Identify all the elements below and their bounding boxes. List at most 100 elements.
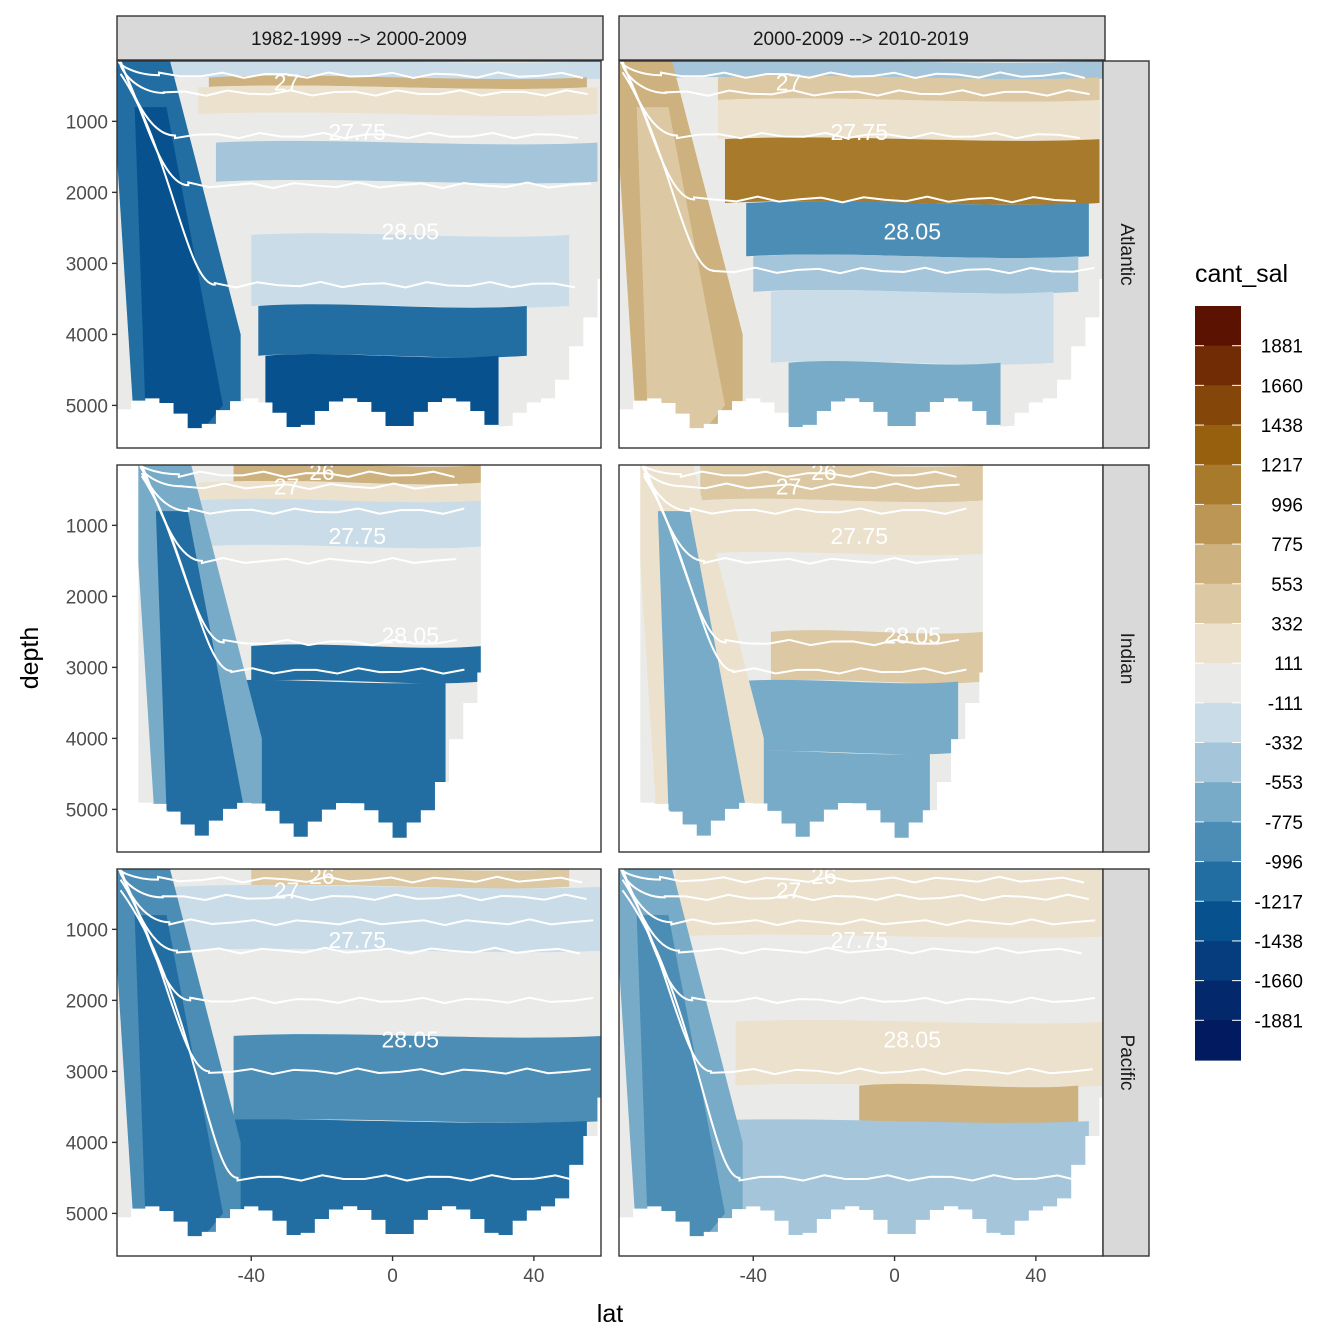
southern-ocean-band-inner — [636, 107, 725, 448]
contour-band — [700, 1119, 1089, 1251]
seafloor-mask — [619, 1097, 1103, 1256]
y-axis-title: depth — [16, 627, 44, 690]
legend-color-swatch — [1195, 623, 1241, 664]
land-mask-south — [619, 465, 641, 852]
southern-ocean-band-inner — [155, 511, 245, 852]
legend-color-swatch — [1195, 504, 1241, 545]
legend-label: -1438 — [1254, 932, 1303, 953]
seafloor-mask — [619, 278, 1103, 448]
contour-band — [700, 934, 1103, 1024]
axes-layer: 1000200030004000500010002000300040005000… — [16, 112, 1046, 1328]
isopycnal-line — [621, 869, 1089, 902]
isopycnal-line — [119, 73, 576, 289]
legend-label: 1438 — [1261, 416, 1303, 437]
legend-color-swatch — [1195, 742, 1241, 783]
contour-field — [619, 61, 1103, 448]
x-tick-label: -40 — [740, 1266, 767, 1287]
y-tick-label: 4000 — [66, 1133, 108, 1154]
contour-field — [117, 465, 601, 852]
contour-band — [675, 869, 1103, 939]
panel-atlantic-2: 27 27.75 28.05 — [618, 60, 1104, 449]
x-tick-label: 40 — [523, 1266, 544, 1287]
y-tick-label: 2000 — [66, 183, 108, 204]
contour-label: 26 — [309, 863, 335, 889]
row-strip — [1102, 60, 1150, 449]
isopycnal-line — [621, 61, 1090, 97]
row-strip — [1102, 868, 1150, 1257]
legend-color-swatch — [1195, 663, 1241, 704]
contour-band — [746, 201, 1089, 259]
isopycnal-line — [619, 61, 1086, 79]
legend-color-swatch — [1195, 306, 1241, 347]
isopycnal-lines — [117, 869, 594, 1182]
column-strip — [116, 15, 604, 61]
isopycnal-line — [117, 869, 583, 884]
isopycnal-lines — [619, 869, 1096, 1182]
contour-label: 28.05 — [883, 218, 941, 244]
contour-label: 27 — [274, 877, 300, 903]
contour-field — [117, 61, 601, 448]
seafloor-mask — [117, 278, 601, 448]
contour-label: 27.75 — [830, 927, 888, 953]
contour-label: 27 — [274, 473, 300, 499]
row-strip — [1102, 464, 1150, 853]
legend-label: -996 — [1265, 853, 1303, 874]
contour-band — [233, 1034, 601, 1123]
panel-atlantic-1: 27 27.75 28.05 — [116, 60, 602, 449]
x-axis-title: lat — [597, 1300, 623, 1328]
legend-label: 775 — [1271, 535, 1303, 556]
contour-field — [619, 869, 1103, 1256]
isopycnal-line — [117, 61, 584, 79]
contour-band — [735, 679, 959, 755]
panels-layer: 2727.7528.052727.7528.05262727.7528.0526… — [116, 60, 1104, 1257]
legend-title: cant_sal — [1195, 260, 1288, 288]
y-tick-label: 3000 — [66, 658, 108, 679]
land-mask-north — [982, 465, 1103, 852]
contour-band — [717, 98, 1100, 141]
southern-ocean-band-inner — [657, 511, 747, 852]
contour-label: 26 — [811, 863, 837, 889]
y-tick-label: 3000 — [66, 1062, 108, 1083]
contour-band — [198, 498, 481, 549]
legend-label: -1881 — [1254, 1011, 1303, 1032]
isopycnal-lines — [619, 61, 1095, 275]
seafloor-mask — [640, 672, 994, 852]
legend-label: 1881 — [1261, 337, 1303, 358]
legend-color-swatch — [1195, 544, 1241, 585]
contour-label: 27 — [274, 69, 300, 95]
isopycnal-line — [119, 869, 587, 902]
land-mask-south — [117, 465, 139, 852]
isopycnal-line — [119, 61, 588, 97]
legend-color-swatch — [1195, 583, 1241, 625]
legend-label: 996 — [1271, 495, 1303, 516]
southern-ocean-band-inner — [134, 915, 223, 1256]
contour-label: 28.05 — [381, 1026, 439, 1052]
panel-border — [116, 464, 602, 853]
contour-band — [233, 179, 598, 237]
contour-band — [700, 465, 983, 503]
contour-label: 27.75 — [328, 523, 386, 549]
y-tick-label: 4000 — [66, 729, 108, 750]
contour-label: 27.75 — [328, 927, 386, 953]
contour-band — [770, 290, 1054, 365]
contour-field — [619, 465, 1103, 852]
contour-band — [753, 254, 1079, 294]
isopycnal-line — [642, 475, 967, 675]
contour-band — [180, 1119, 587, 1251]
panel-indian-2: 26 27 27.75 28.05 — [618, 459, 1104, 853]
legend-label: -775 — [1265, 813, 1303, 834]
row-strip-label: Pacific — [1116, 1035, 1137, 1091]
legend-label: -111 — [1268, 694, 1303, 715]
panel-border — [116, 60, 602, 449]
legend-label: 1217 — [1261, 456, 1303, 477]
contour-label: 28.05 — [883, 622, 941, 648]
contour-band — [724, 137, 1100, 205]
isopycnal-line — [621, 71, 1095, 275]
panel-pacific-1: 26 27 27.75 28.05 — [116, 863, 602, 1257]
bottom-topography-mask — [117, 1097, 601, 1256]
y-tick-label: 2000 — [66, 587, 108, 608]
y-tick-label: 5000 — [66, 800, 108, 821]
contour-label: 27.75 — [830, 523, 888, 549]
contour-field — [117, 869, 601, 1256]
contour-band — [251, 233, 570, 308]
